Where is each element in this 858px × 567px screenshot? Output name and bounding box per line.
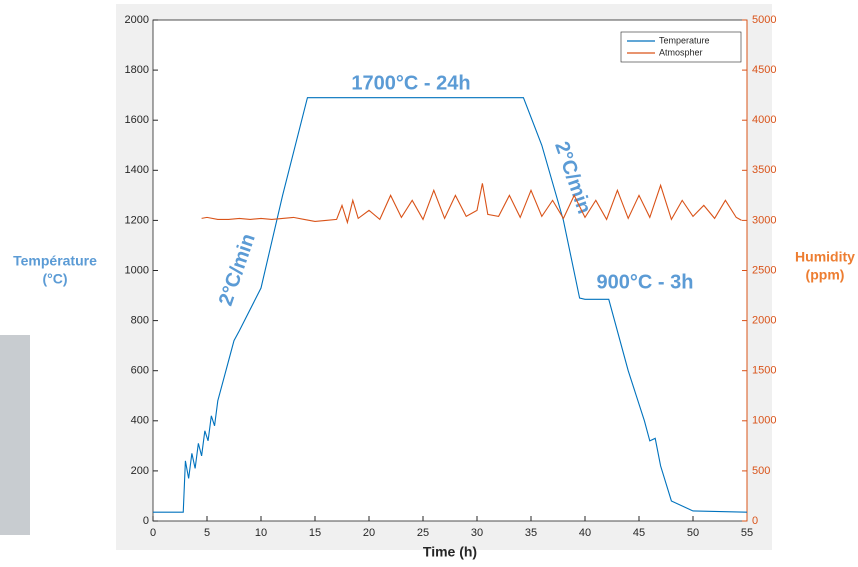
y2-tick-label: 1500 <box>752 365 776 377</box>
y-tick-label: 1400 <box>125 164 149 176</box>
y2-tick-label: 3500 <box>752 164 776 176</box>
y2-tick-label: 4000 <box>752 114 776 126</box>
legend-label: Atmospher <box>659 47 703 57</box>
x-tick-label: 20 <box>363 527 375 539</box>
x-tick-label: 0 <box>150 527 156 539</box>
x-axis-label: Time (h) <box>423 544 477 560</box>
background-photo <box>0 335 30 535</box>
legend-label: Temperature <box>659 35 710 45</box>
y2-tick-label: 2000 <box>752 315 776 327</box>
x-tick-label: 25 <box>417 527 429 539</box>
y-tick-label: 800 <box>131 315 149 327</box>
y2-tick-label: 2500 <box>752 264 776 276</box>
y2-tick-label: 1000 <box>752 415 776 427</box>
y2-tick-label: 4500 <box>752 64 776 76</box>
data-line <box>201 183 742 225</box>
y-tick-label: 400 <box>131 415 149 427</box>
x-tick-label: 45 <box>633 527 645 539</box>
x-tick-label: 50 <box>687 527 699 539</box>
y-tick-label: 1600 <box>125 114 149 126</box>
plot-area <box>152 19 748 522</box>
y2-axis-label: (ppm) <box>806 267 845 283</box>
y-axis-label: (°C) <box>42 271 67 287</box>
y-axis-label: Température <box>13 253 97 269</box>
y-tick-label: 600 <box>131 365 149 377</box>
x-tick-label: 35 <box>525 527 537 539</box>
y-tick-label: 1000 <box>125 264 149 276</box>
y-tick-label: 2000 <box>125 14 149 26</box>
y-tick-label: 0 <box>143 515 149 527</box>
y2-axis-label: Humidity <box>795 249 855 265</box>
x-tick-label: 10 <box>255 527 267 539</box>
y2-tick-label: 3000 <box>752 214 776 226</box>
y-tick-label: 200 <box>131 465 149 477</box>
legend-box <box>620 31 742 63</box>
y2-tick-label: 0 <box>752 515 758 527</box>
data-line <box>153 97 748 513</box>
x-tick-label: 5 <box>204 527 210 539</box>
y2-tick-label: 500 <box>752 465 770 477</box>
x-tick-label: 15 <box>309 527 321 539</box>
annotation: 1700°C - 24h <box>351 72 470 94</box>
x-tick-label: 55 <box>741 527 753 539</box>
y2-tick-label: 5000 <box>752 14 776 26</box>
y-tick-label: 1200 <box>125 214 149 226</box>
x-tick-label: 30 <box>471 527 483 539</box>
y-tick-label: 1800 <box>125 64 149 76</box>
x-tick-label: 40 <box>579 527 591 539</box>
annotation: 900°C - 3h <box>597 271 694 293</box>
